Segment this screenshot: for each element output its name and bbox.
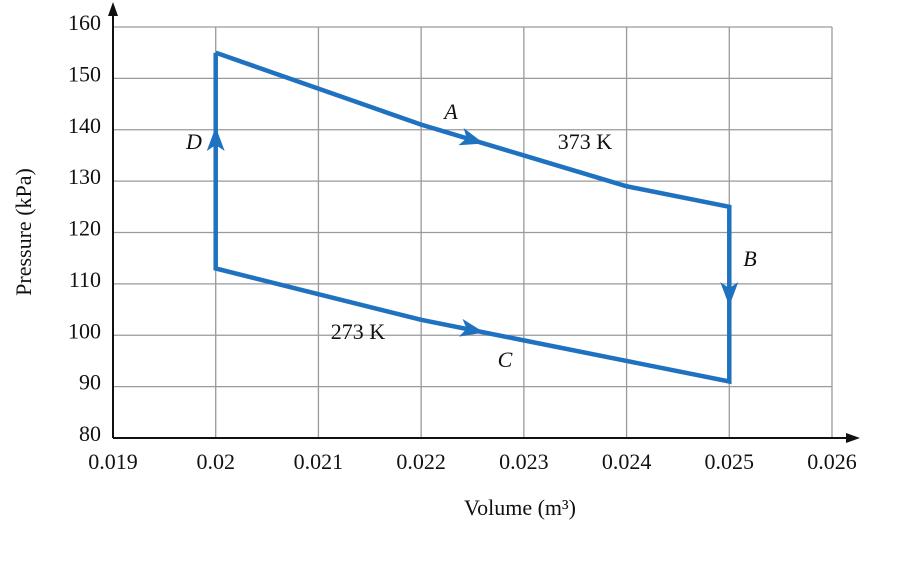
x-tick-label: 0.025: [705, 449, 755, 474]
x-axis-arrow: [846, 433, 860, 443]
x-tick-label: 0.019: [88, 449, 138, 474]
direction-arrow: [206, 126, 225, 151]
y-tick-label: 150: [68, 61, 101, 86]
y-axis-arrow: [108, 2, 118, 16]
x-tick-label: 0.021: [294, 449, 344, 474]
annotation: A: [442, 99, 458, 124]
x-tick-label: 0.023: [499, 449, 549, 474]
y-axis-label: Pressure (kPa): [11, 168, 36, 296]
y-tick-label: 140: [68, 113, 101, 138]
annotation: B: [743, 246, 756, 271]
cycle-line: [213, 50, 732, 385]
annotation: 373 K: [558, 129, 613, 154]
x-tick-label: 0.022: [396, 449, 446, 474]
x-tick-label: 0.02: [196, 449, 235, 474]
y-tick-label: 80: [79, 421, 101, 446]
annotation: 273 K: [331, 319, 386, 344]
y-tick-label: 100: [68, 318, 101, 343]
x-tick-label: 0.024: [602, 449, 652, 474]
x-axis-label: Volume (m³): [464, 495, 576, 520]
y-tick-label: 130: [68, 164, 101, 189]
direction-arrow: [458, 318, 485, 337]
annotation: D: [185, 129, 202, 154]
y-tick-label: 120: [68, 216, 101, 241]
y-tick-label: 90: [79, 370, 101, 395]
direction-arrow: [458, 127, 484, 146]
y-tick-label: 110: [69, 267, 101, 292]
annotation: C: [498, 347, 513, 372]
x-tick-label: 0.026: [807, 449, 857, 474]
y-tick-label: 160: [68, 10, 101, 35]
direction-arrow: [720, 282, 739, 307]
